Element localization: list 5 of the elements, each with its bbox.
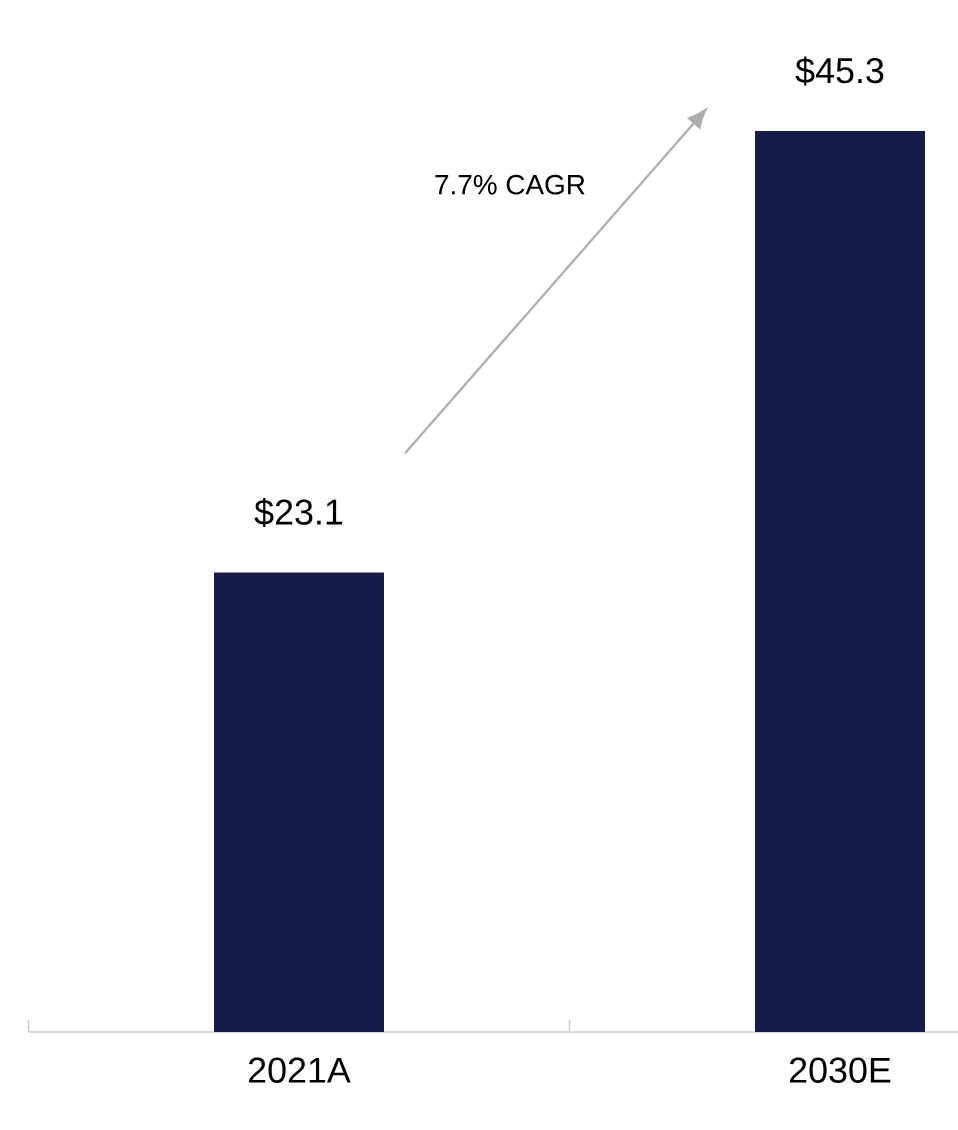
annotation: 7.7% CAGR bbox=[435, 174, 585, 195]
data-label: $23.1 bbox=[254, 497, 343, 528]
x-tick-label: 2021A bbox=[248, 1057, 351, 1083]
x-tick-label: 2030E bbox=[789, 1057, 891, 1083]
data-label: $45.3 bbox=[795, 56, 884, 86]
